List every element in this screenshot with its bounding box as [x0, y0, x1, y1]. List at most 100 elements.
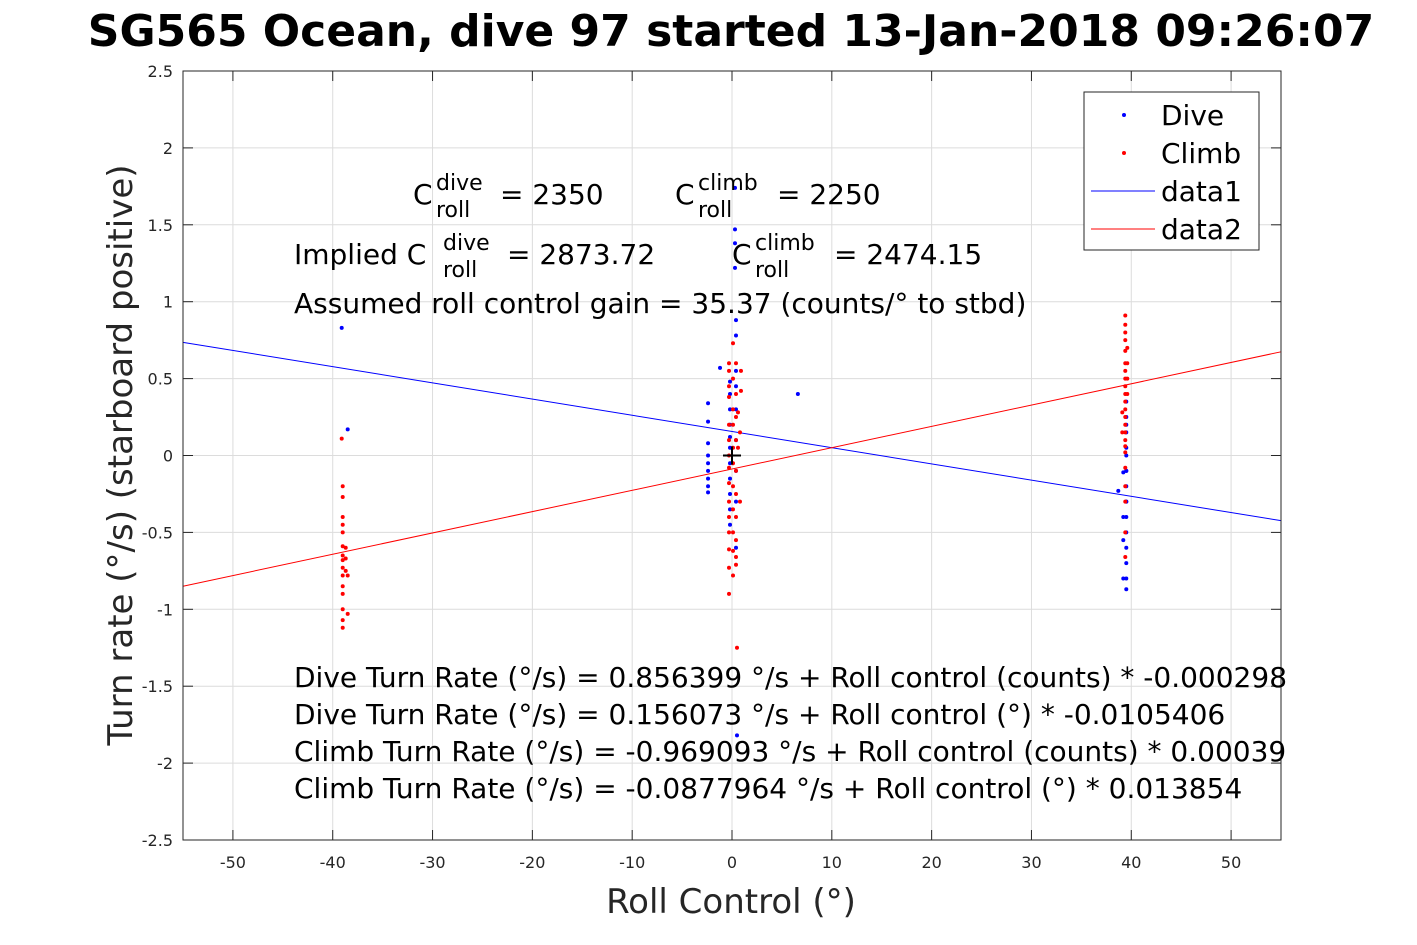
climb-point [1123, 313, 1128, 318]
climb-point [730, 407, 735, 412]
chart-title: SG565 Ocean, dive 97 started 13-Jan-2018… [88, 6, 1374, 57]
dive-point [1124, 576, 1129, 581]
y-tick-label: 2 [163, 139, 173, 158]
dive-point [733, 384, 738, 389]
climb-point [1123, 422, 1128, 427]
climb-point [727, 384, 732, 389]
climb-point [340, 618, 345, 623]
data1-line [182, 341, 1282, 522]
dive-point [733, 545, 738, 550]
climb-point [733, 391, 738, 396]
x-tick-label: 30 [1021, 853, 1041, 872]
climb-point [340, 553, 345, 558]
climb-point [727, 422, 732, 427]
dive-point [733, 407, 738, 412]
climb-point [737, 499, 742, 504]
c-roll-dive-annotation: C dive roll = 2350 [413, 171, 604, 223]
climb-point [727, 395, 732, 400]
climb-point [1123, 530, 1128, 535]
data-points [339, 185, 1130, 738]
climb-point [1125, 391, 1130, 396]
legend: Dive Climb data1 data2 [1083, 91, 1260, 251]
climb-point [339, 436, 344, 441]
climb-point [735, 410, 740, 415]
dive-point [706, 453, 711, 458]
climb-point [730, 422, 735, 427]
climb-point [733, 491, 738, 496]
climb-point [1123, 430, 1128, 435]
climb-point [733, 468, 738, 473]
climb-point [727, 361, 732, 366]
x-tick-label: 20 [921, 853, 941, 872]
dive-point [345, 427, 350, 432]
climb-point [727, 438, 732, 443]
climb-point [340, 584, 345, 589]
legend-climb-marker [1122, 151, 1126, 155]
climb-point [1123, 399, 1128, 404]
climb-point [1123, 555, 1128, 560]
dive-point [732, 227, 737, 232]
climb-point [737, 430, 742, 435]
climb-point [1123, 338, 1128, 343]
x-tick-label: 10 [822, 853, 842, 872]
climb-point [340, 607, 345, 612]
climb-point [1123, 384, 1128, 389]
superscript-climb: climb [698, 171, 758, 196]
dive-point [1121, 538, 1126, 543]
climb-point [730, 573, 735, 578]
climb-point [733, 361, 738, 366]
dive-point [339, 325, 344, 330]
x-tick-label: -50 [220, 853, 246, 872]
y-tick-label: -2 [157, 754, 173, 773]
x-tick-label: -10 [619, 853, 645, 872]
x-axis-label: Roll Control (°) [606, 882, 856, 922]
climb-point [340, 565, 345, 570]
legend-data1-label: data1 [1161, 175, 1242, 208]
dive-point [728, 435, 733, 440]
legend-dive-marker [1122, 113, 1126, 117]
climb-point [727, 530, 732, 535]
dive-point [706, 419, 711, 424]
climb-point [1125, 345, 1130, 350]
y-axis-label: Turn rate (°/s) (starboard positive) [101, 164, 141, 746]
c-symbol: C [675, 178, 695, 211]
dive-point [706, 441, 711, 446]
dive-point [732, 265, 737, 270]
subscript-roll: roll [755, 258, 789, 283]
climb-point [730, 484, 735, 489]
fit-line-1: Dive Turn Rate (°/s) = 0.856399 °/s + Ro… [294, 661, 1287, 694]
y-tick-label: 0 [163, 447, 173, 466]
climb-point [730, 507, 735, 512]
climb-point [340, 573, 345, 578]
y-tick-label: -1.5 [142, 677, 173, 696]
implied-climb-value: = 2474.15 [834, 238, 982, 271]
dive-point [733, 499, 738, 504]
dive-point [1124, 468, 1129, 473]
legend-dive-label: Dive [1161, 99, 1224, 132]
climb-point [1120, 430, 1125, 435]
climb-point [343, 568, 348, 573]
dive-point [706, 468, 711, 473]
climb-point [727, 565, 732, 570]
plot-frame [182, 70, 1282, 841]
climb-point [1123, 499, 1128, 504]
climb-point [727, 547, 732, 552]
climb-point [734, 645, 739, 650]
climb-point [340, 495, 345, 500]
dive-point [728, 507, 733, 512]
x-tick-label: 40 [1121, 853, 1141, 872]
climb-point [733, 515, 738, 520]
subscript-roll: roll [698, 198, 732, 223]
dive-point [728, 476, 733, 481]
dive-point [1124, 587, 1129, 592]
climb-point [340, 484, 345, 489]
climb-point [730, 376, 735, 381]
y-tick-label: 1 [163, 293, 173, 312]
climb-point [1123, 438, 1128, 443]
dive-point [706, 484, 711, 489]
climb-point [340, 544, 345, 549]
dive-point [1121, 576, 1126, 581]
superscript-dive: dive [436, 171, 483, 196]
climb-point [340, 591, 345, 596]
